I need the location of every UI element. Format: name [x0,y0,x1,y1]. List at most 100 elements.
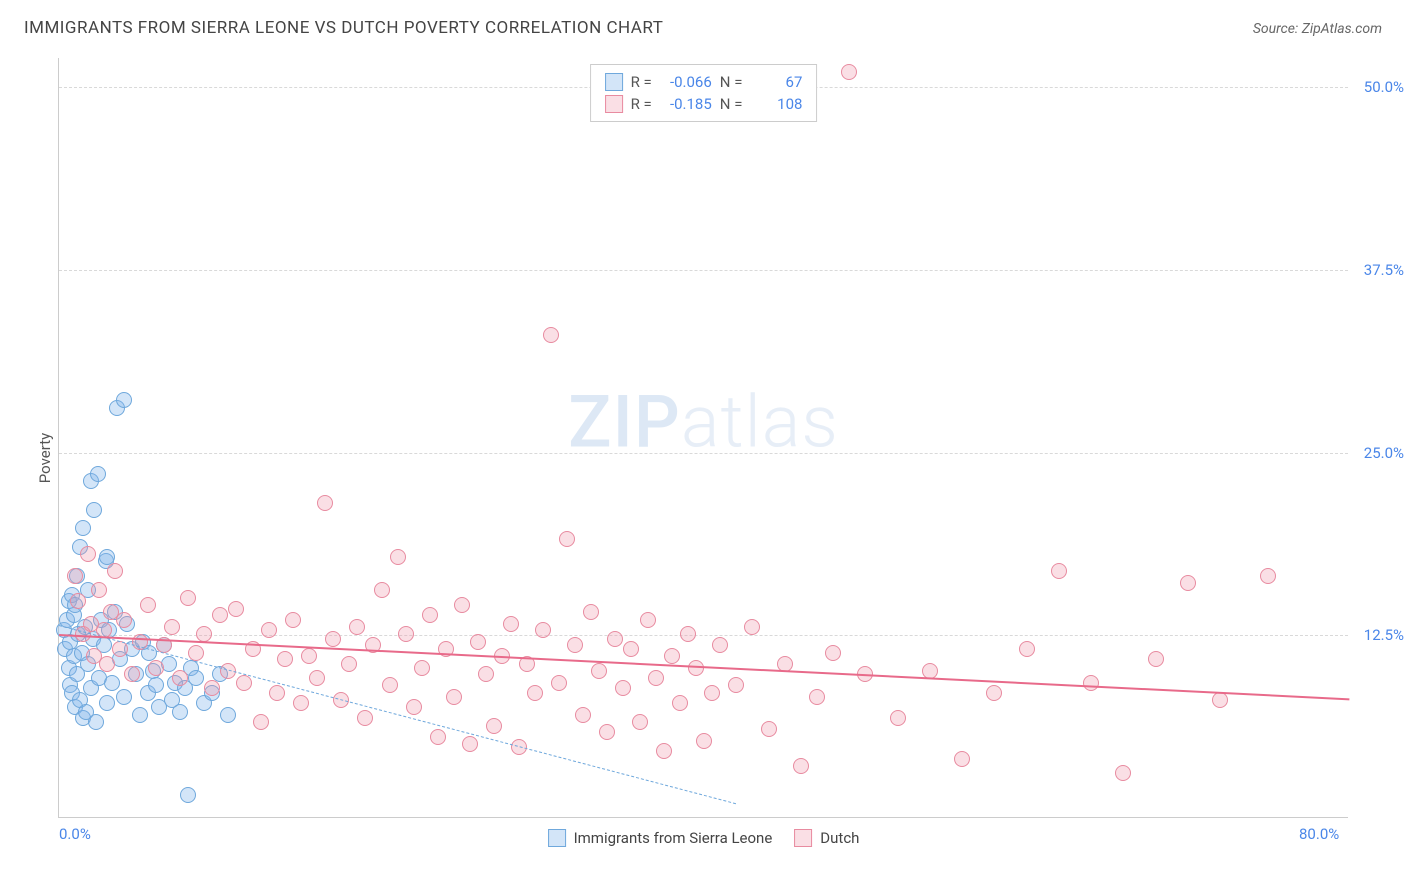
data-point [648,670,664,686]
source-attribution: Source: ZipAtlas.com [1253,21,1382,37]
data-point [575,707,591,723]
swatch-sierra-leone-bottom [548,829,566,847]
data-point [414,660,430,676]
data-point [188,670,204,686]
data-point [164,619,180,635]
data-point [317,495,333,511]
data-point [567,637,583,653]
data-point [462,736,478,752]
data-point [70,593,86,609]
data-point [640,612,656,628]
data-point [228,601,244,617]
data-point [1180,575,1196,591]
data-point [1115,765,1131,781]
data-point [1212,692,1228,708]
gridline [59,270,1348,271]
legend-stats: R = -0.066 N = 67 R = -0.185 N = 108 [590,64,818,122]
data-point [1260,568,1276,584]
chart-title: IMMIGRANTS FROM SIERRA LEONE VS DUTCH PO… [24,18,663,38]
data-point [422,607,438,623]
data-point [430,729,446,745]
data-point [75,520,91,536]
data-point [478,666,494,682]
data-point [107,563,123,579]
data-point [986,685,1002,701]
y-tick-label: 25.0% [1364,444,1404,462]
data-point [486,718,502,734]
legend-stats-row-2: R = -0.185 N = 108 [605,93,803,115]
data-point [236,675,252,691]
data-point [148,677,164,693]
data-point [696,733,712,749]
data-point [551,675,567,691]
data-point [1083,675,1099,691]
data-point [664,648,680,664]
data-point [591,663,607,679]
data-point [744,619,760,635]
plot-area: ZIPatlas R = -0.066 N = 67 R = -0.185 N … [58,58,1348,818]
data-point [535,622,551,638]
data-point [583,604,599,620]
y-tick-label: 12.5% [1364,626,1404,644]
data-point [293,695,309,711]
x-tick-label: 80.0% [1299,825,1339,843]
data-point [285,612,301,628]
data-point [1051,563,1067,579]
data-point [99,656,115,672]
data-point [374,582,390,598]
data-point [599,724,615,740]
data-point [67,568,83,584]
data-point [398,626,414,642]
data-point [196,626,212,642]
data-point [382,677,398,693]
x-tick-label: 0.0% [59,825,91,843]
data-point [446,689,462,705]
data-point [632,714,648,730]
data-point [90,466,106,482]
data-point [180,787,196,803]
data-point [180,590,196,606]
data-point [124,666,140,682]
data-point [116,612,132,628]
data-point [99,549,115,565]
data-point [172,670,188,686]
data-point [470,634,486,650]
data-point [140,597,156,613]
data-point [954,751,970,767]
data-point [116,689,132,705]
data-point [309,670,325,686]
y-tick-label: 37.5% [1364,261,1404,279]
data-point [1019,641,1035,657]
data-point [349,619,365,635]
data-point [86,502,102,518]
data-point [220,707,236,723]
data-point [704,685,720,701]
legend-series: Immigrants from Sierra Leone Dutch [548,829,860,847]
swatch-dutch [605,95,623,113]
data-point [269,685,285,701]
data-point [712,637,728,653]
data-point [148,660,164,676]
data-point [116,392,132,408]
data-point [656,743,672,759]
data-point [503,616,519,632]
data-point [88,714,104,730]
data-point [261,622,277,638]
y-tick-label: 50.0% [1364,78,1404,96]
data-point [132,707,148,723]
data-point [809,689,825,705]
data-point [680,626,696,642]
data-point [253,714,269,730]
data-point [454,597,470,613]
data-point [80,546,96,562]
data-point [172,704,188,720]
y-axis-label: Poverty [36,433,54,483]
data-point [728,677,744,693]
data-point [341,656,357,672]
data-point [623,641,639,657]
data-point [325,631,341,647]
data-point [390,549,406,565]
legend-stats-row-1: R = -0.066 N = 67 [605,71,803,93]
data-point [841,64,857,80]
data-point [104,675,120,691]
